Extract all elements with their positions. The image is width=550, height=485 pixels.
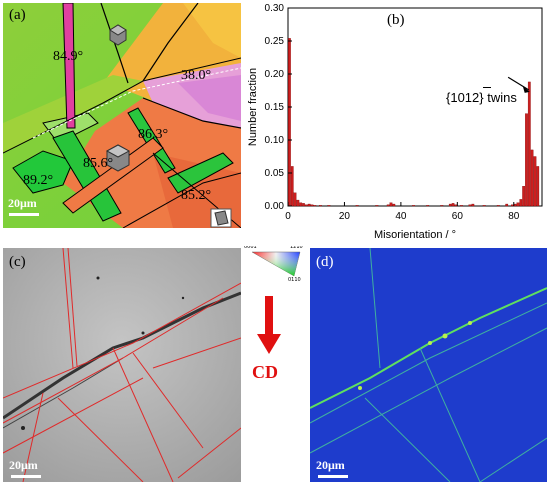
histogram-bar	[307, 203, 311, 207]
twins-annotation-bar: 1	[483, 87, 491, 88]
y-tick-label: 0.30	[265, 3, 285, 14]
histogram-bar	[525, 113, 528, 207]
histogram-bar	[288, 38, 291, 207]
histogram-bar	[310, 204, 314, 207]
histogram-chart: 0.00 0.05 0.10 0.15 0.20 0.25 0.30 0 20 40 60 80 Mis…	[247, 3, 543, 241]
scale-bar-label: 20μm	[316, 458, 345, 472]
plot-area	[287, 7, 543, 207]
y-tick-label: 0.15	[265, 102, 285, 113]
x-tick-label: 40	[395, 211, 407, 222]
histogram-bar	[530, 149, 534, 207]
panel-label: (a)	[9, 7, 26, 23]
ipf-corner-label: 0001	[244, 246, 257, 250]
histogram-bar	[299, 202, 303, 207]
misorientation-angle: 84.9°	[53, 49, 84, 64]
ipf-color-triangle	[251, 251, 301, 277]
scale-bar	[318, 475, 348, 478]
panel-c-micrograph: (c) 20μm	[3, 248, 241, 482]
ipf-corner-label: 1210	[290, 246, 303, 250]
x-tick-label: 20	[339, 211, 351, 222]
misorientation-angle: 85.2°	[181, 188, 212, 203]
histogram-bar	[527, 81, 531, 207]
y-tick-label: 0.05	[265, 168, 285, 179]
histogram-bar	[533, 156, 537, 207]
scale-bar-label: 20μm	[9, 458, 38, 472]
histogram-bar	[448, 203, 452, 207]
misorientation-angle: 85.6°	[83, 156, 114, 171]
x-tick-label: 80	[508, 211, 520, 222]
cd-arrow-icon	[257, 296, 281, 354]
y-axis-label: Number fraction	[247, 68, 259, 146]
hexagon-prism-icon	[109, 24, 127, 46]
ebsd-map-graphic	[3, 3, 241, 228]
histogram-bar	[392, 203, 396, 207]
histogram-bar	[375, 205, 379, 207]
histogram-bar	[511, 204, 514, 207]
annotation-arrow-head	[522, 85, 530, 93]
x-tick-label: 0	[285, 211, 291, 222]
histogram-bar	[516, 202, 520, 207]
ipf-corner-label: 0110	[288, 277, 301, 283]
histogram-bar	[386, 204, 390, 207]
histogram-bar	[290, 166, 294, 207]
y-tick-label: 0.00	[265, 201, 285, 212]
x-tick-label: 60	[452, 211, 464, 222]
y-tick-label: 0.10	[265, 135, 285, 146]
histogram-bar	[460, 205, 463, 207]
misorientation-angle: 38.0°	[181, 68, 212, 83]
histogram-bar	[304, 204, 308, 207]
scale-bar	[9, 213, 39, 216]
hexagon-prism-icon	[210, 208, 232, 228]
ipf-legend: 0001 1210 0110	[244, 246, 306, 376]
histogram-bar	[412, 205, 415, 207]
histogram-bar	[496, 205, 500, 207]
histogram-bar	[468, 204, 472, 207]
histogram-bar	[471, 203, 475, 207]
panel-label: (d)	[316, 254, 334, 270]
twins-annotation: {1012} twins	[446, 90, 517, 105]
histogram-bar	[454, 204, 458, 207]
panel-d-kam-map: (d) 20μm	[310, 248, 547, 482]
hexagon-prism-icon	[105, 144, 131, 172]
histogram-bar	[389, 202, 393, 207]
histogram-bar	[440, 205, 444, 207]
histogram-bar	[319, 205, 322, 207]
panel-b-histogram: 0.00 0.05 0.10 0.15 0.20 0.25 0.30 0 20 40 60 80 Mis…	[242, 0, 550, 245]
x-axis-label: Misorientation / °	[374, 229, 456, 241]
histogram-bar	[536, 166, 540, 207]
panel-label: (c)	[9, 254, 26, 270]
histogram-bar	[293, 192, 297, 207]
histogram-bar	[522, 186, 526, 207]
kam-map-graphic	[310, 248, 547, 482]
histogram-bar	[519, 199, 523, 207]
cd-direction-label: CD	[252, 362, 278, 382]
histogram-bar	[505, 203, 509, 207]
panel-a-ebsd-map: (a) 84.9° 38.0° 86.3° 89.2° 85.6° 85.2° …	[3, 3, 241, 228]
histogram-bar	[327, 205, 331, 207]
annotation-arrow	[507, 76, 530, 91]
histogram-bar	[426, 205, 430, 207]
micrograph-graphic	[3, 248, 241, 482]
y-tick-label: 0.20	[265, 69, 285, 80]
misorientation-angle: 89.2°	[23, 173, 54, 188]
histogram-bar	[513, 203, 517, 207]
histogram-bar	[302, 203, 305, 207]
scale-bar-label: 20μm	[8, 196, 37, 210]
histogram-bar	[355, 205, 359, 207]
histogram-bar	[313, 205, 317, 207]
histogram-bar	[296, 199, 300, 207]
y-tick-label: 0.25	[265, 36, 285, 47]
histogram-bar	[451, 203, 455, 207]
panel-label: (b)	[387, 12, 405, 28]
histogram-bar	[482, 205, 486, 207]
misorientation-angle: 86.3°	[138, 127, 169, 142]
scale-bar	[11, 475, 41, 478]
